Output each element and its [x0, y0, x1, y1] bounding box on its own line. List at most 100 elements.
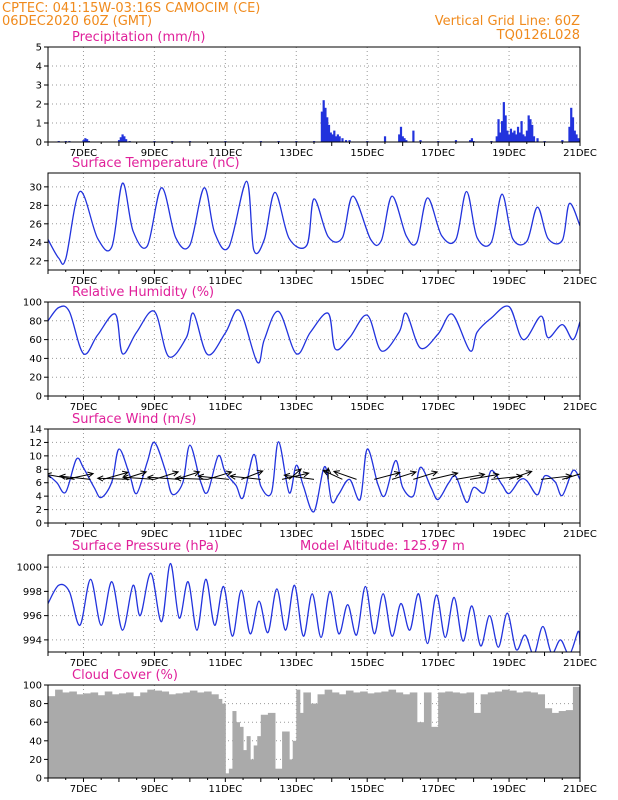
precip-bar	[570, 107, 573, 142]
precip-bar	[470, 138, 474, 142]
precip-bar	[575, 134, 578, 142]
panel-title: Surface Pressure (hPa)	[72, 539, 219, 554]
x-tick-label: 21DEC	[563, 148, 597, 159]
precip-bar	[324, 107, 327, 142]
y-tick-label: 60	[29, 718, 42, 729]
y-tick-label: 2	[36, 505, 42, 516]
y-tick-label: 80	[29, 699, 42, 710]
x-tick-label: 17DEC	[421, 784, 455, 795]
x-tick-label: 19DEC	[492, 276, 526, 287]
x-tick-label: 19DEC	[492, 402, 526, 413]
precip-bar	[383, 136, 387, 142]
cloud-cover-bar	[133, 696, 141, 778]
cloud-cover-bar	[118, 693, 127, 778]
x-tick-label: 7DEC	[70, 529, 97, 540]
cloud-cover-bar	[367, 693, 375, 778]
header-station: CPTEC: 041:15W-03:16S CAMOCIM (CE)	[2, 1, 260, 16]
panel-title: Relative Humidity (%)	[72, 285, 214, 300]
y-tick-label: 100	[23, 681, 42, 692]
wind-arrow	[508, 470, 533, 480]
cloud-cover-bar	[267, 712, 276, 778]
cloud-cover-bar	[154, 690, 162, 778]
series	[48, 305, 580, 364]
y-tick-label: 996	[23, 611, 42, 622]
series-line	[48, 180, 580, 265]
precip-bar	[536, 138, 539, 142]
precip-bar	[322, 100, 325, 142]
cloud-cover-bar	[235, 722, 241, 778]
cloud-cover-bar	[445, 691, 453, 778]
precip-bar	[331, 134, 334, 142]
cloud-cover-bar	[360, 691, 368, 778]
wind-arrow	[332, 470, 357, 480]
panel-title: Precipitation (mm/h)	[72, 30, 205, 45]
precip-bar	[499, 132, 502, 142]
wind-arrow	[283, 472, 315, 480]
x-tick-label: 21DEC	[563, 276, 597, 287]
precip-bar	[529, 119, 532, 142]
precip-bar	[524, 136, 527, 142]
y-tick-label: 28	[29, 201, 42, 212]
x-tick-label: 9DEC	[141, 402, 168, 413]
cloud-cover-bar	[381, 691, 389, 778]
cloud-cover-bar	[62, 692, 70, 778]
cloud-cover-bar	[243, 750, 248, 778]
precip-bar	[516, 126, 520, 142]
header-grid-line: Vertical Grid Line: 60Z	[435, 14, 580, 29]
series-line	[48, 305, 580, 364]
wind-arrow	[146, 474, 180, 481]
precip-bar	[500, 121, 504, 142]
x-tick-label: 21DEC	[563, 529, 597, 540]
cloud-cover-bar	[544, 708, 553, 778]
precip-bar	[573, 130, 576, 142]
series	[48, 441, 580, 513]
x-tick-label: 13DEC	[279, 529, 313, 540]
panel-6: Cloud Cover (%) 0 20 40 60 80 100 7DEC 9DEC 11DEC…	[23, 668, 597, 795]
cloud-cover-bar	[204, 691, 212, 778]
precip-bar	[509, 128, 513, 142]
cloud-cover-bar	[487, 692, 496, 778]
precip-bar	[344, 140, 348, 142]
x-tick-label: 15DEC	[350, 402, 384, 413]
precip-bar	[522, 134, 525, 142]
cloud-cover-bar	[331, 692, 340, 778]
cloud-cover-bar	[274, 768, 283, 778]
x-tick-label: 11DEC	[208, 276, 242, 287]
x-tick-label: 19DEC	[492, 658, 526, 669]
y-tick-label: 40	[29, 354, 42, 365]
cloud-cover-bar	[250, 759, 255, 778]
precip-bar	[320, 111, 324, 142]
precip-bar	[515, 134, 518, 142]
x-tick-label: 9DEC	[141, 658, 168, 669]
cloud-cover-bar	[260, 714, 269, 778]
y-tick-label: 0	[36, 519, 42, 530]
cloud-cover-bar	[225, 773, 230, 778]
series	[48, 686, 580, 778]
precip-bar	[121, 134, 124, 142]
cloud-cover-bar	[175, 693, 184, 778]
cloud-cover-bar	[537, 694, 546, 778]
series-line	[48, 441, 580, 513]
x-tick-label: 13DEC	[279, 784, 313, 795]
cloud-cover-bar	[168, 694, 177, 778]
precip-bar	[326, 117, 329, 142]
cloud-cover-bar	[90, 692, 99, 778]
cloud-cover-bar	[239, 726, 244, 778]
precip-bar	[506, 130, 509, 142]
y-tick-label: 1000	[17, 563, 42, 574]
wind-arrow	[322, 469, 343, 480]
x-tick-label: 7DEC	[70, 784, 97, 795]
y-tick-label: 22	[29, 256, 42, 267]
panel-frame	[47, 554, 581, 653]
cloud-cover-bar	[438, 692, 446, 778]
y-tick-label: 8	[36, 465, 42, 476]
y-tick-label: 994	[23, 635, 42, 646]
precip-bar	[336, 134, 339, 142]
y-tick-label: 20	[29, 755, 42, 766]
y-tick-label: 0	[36, 774, 42, 785]
x-tick-label: 15DEC	[350, 658, 384, 669]
cloud-cover-bar	[196, 692, 205, 778]
cloud-cover-bar	[228, 768, 233, 778]
wind-arrow	[391, 470, 418, 480]
